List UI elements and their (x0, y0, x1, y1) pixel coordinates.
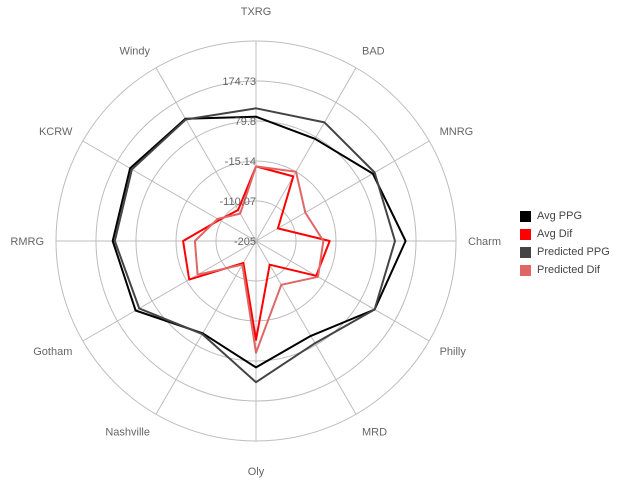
grid-spoke (255, 240, 430, 342)
legend-swatch (520, 228, 531, 240)
radial-tick-label: 174.73 (222, 76, 256, 88)
category-label: MNRG (440, 126, 474, 138)
category-label: RMRG (10, 236, 44, 248)
series-line-predicted-ppg (113, 107, 396, 384)
grid-spoke (255, 140, 430, 242)
radial-tick-label: -205 (234, 236, 256, 248)
radial-tick-labels: -205 -110.07 -15.14 79.8 174.73 (220, 76, 257, 248)
radial-tick-label: -110.07 (220, 196, 257, 208)
grid-spoke (255, 67, 357, 242)
legend-swatch (520, 264, 531, 276)
grid-spoke (255, 240, 357, 415)
radial-tick-label: 79.8 (235, 116, 256, 128)
category-label: Oly (248, 466, 265, 478)
legend-swatch (520, 246, 531, 258)
legend-item[interactable]: Avg Dif (520, 225, 610, 243)
legend-label: Avg Dif (537, 228, 573, 240)
category-labels: TXRG BAD MNRG Charm Philly MRD Oly Nashville Got… (10, 6, 501, 478)
category-label: Philly (440, 346, 467, 358)
grid-spoke (155, 67, 257, 242)
category-label: KCRW (39, 126, 73, 138)
legend: Avg PPG Avg Dif Predicted PPG Predicted Dif (520, 207, 610, 279)
legend-item[interactable]: Predicted PPG (520, 243, 610, 261)
grid-spoke (82, 240, 257, 342)
legend-swatch (520, 210, 531, 222)
series-line-predicted-dif (193, 165, 325, 354)
grid-spoke (155, 240, 257, 415)
category-label: Charm (468, 236, 501, 248)
category-label: TXRG (241, 6, 272, 18)
category-label: BAD (362, 46, 385, 58)
grid-spoke (82, 140, 257, 242)
legend-label: Predicted PPG (537, 246, 610, 258)
radar-series (111, 107, 407, 384)
radial-tick-label: -15.14 (225, 156, 256, 168)
legend-label: Avg PPG (537, 210, 583, 222)
category-label: Gotham (33, 346, 72, 358)
legend-item[interactable]: Avg PPG (520, 207, 610, 225)
series-line-avg-ppg (111, 115, 407, 369)
legend-item[interactable]: Predicted Dif (520, 261, 610, 279)
radar-grid (55, 40, 457, 442)
category-label: Nashville (105, 427, 150, 439)
legend-label: Predicted Dif (537, 264, 600, 276)
category-label: Windy (119, 46, 150, 58)
series-line-avg-dif (182, 165, 331, 341)
category-label: MRD (362, 427, 387, 439)
